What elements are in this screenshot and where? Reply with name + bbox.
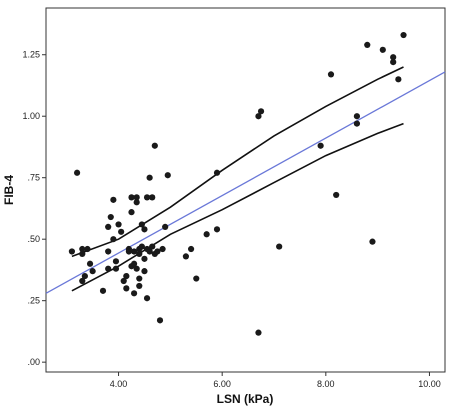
data-point — [395, 76, 402, 83]
data-point — [390, 59, 397, 66]
data-point — [141, 268, 148, 275]
data-point — [115, 221, 122, 228]
data-point — [84, 245, 91, 253]
data-point — [156, 317, 164, 324]
x-tick-label: 6.00 — [213, 379, 231, 389]
data-point — [130, 290, 138, 297]
data-point — [213, 226, 221, 233]
data-point — [136, 250, 143, 258]
data-point — [164, 172, 171, 179]
data-point — [107, 213, 114, 221]
data-point — [133, 199, 140, 206]
data-point — [130, 248, 138, 255]
data-point — [379, 46, 386, 53]
data-point — [105, 248, 112, 255]
x-axis: 4.00 6.00 8.00 10.00 — [110, 372, 441, 389]
x-tick-label: 4.00 — [110, 379, 128, 389]
data-point — [327, 71, 335, 78]
data-point — [138, 243, 145, 250]
data-point — [149, 243, 156, 250]
data-points — [68, 31, 407, 336]
data-point — [154, 248, 161, 255]
y-tick-label: 1.25 — [22, 50, 40, 60]
data-point — [317, 142, 324, 149]
data-point — [112, 258, 120, 265]
data-point — [333, 191, 340, 199]
y-tick-label: .25 — [27, 296, 40, 306]
y-tick-label: .00 — [27, 357, 40, 367]
data-point — [79, 277, 86, 285]
data-point — [193, 275, 200, 282]
data-point — [146, 174, 153, 181]
data-point — [143, 295, 151, 302]
data-point — [123, 272, 130, 280]
data-point — [99, 287, 107, 294]
data-point — [203, 231, 210, 238]
x-tick-label: 10.00 — [418, 379, 441, 389]
data-point — [276, 243, 283, 250]
data-point — [118, 228, 125, 235]
data-point — [123, 285, 130, 292]
data-point — [133, 194, 140, 201]
y-axis-title: FIB-4 — [2, 175, 16, 205]
data-point — [110, 196, 117, 203]
data-point — [182, 253, 190, 260]
data-point — [79, 250, 86, 258]
data-point — [136, 275, 143, 282]
data-point — [120, 277, 127, 285]
y-tick-label: 1.00 — [22, 111, 40, 121]
x-axis-title: LSN (kPa) — [217, 392, 274, 406]
data-point — [136, 282, 143, 290]
plot-area-frame — [45, 7, 446, 373]
data-point — [128, 209, 135, 216]
ci-lower-line — [71, 122, 404, 292]
data-point — [86, 260, 94, 267]
data-point — [138, 221, 145, 228]
data-point — [146, 248, 153, 255]
data-point — [125, 245, 133, 253]
data-point — [130, 260, 138, 267]
data-point — [73, 169, 81, 176]
data-point — [79, 245, 86, 253]
ci-upper-line — [71, 66, 404, 258]
data-point — [105, 265, 112, 272]
data-point — [255, 329, 262, 336]
y-axis: .00 .25 .50 .75 1.00 1.25 — [22, 50, 46, 367]
data-point — [369, 238, 376, 245]
y-tick-label: .50 — [27, 234, 40, 244]
data-point — [159, 245, 166, 253]
fit-line — [45, 71, 446, 294]
data-point — [213, 169, 221, 176]
data-point — [390, 54, 397, 61]
data-point — [128, 194, 135, 201]
data-point — [112, 265, 120, 272]
data-point — [143, 194, 151, 201]
data-point — [81, 272, 88, 280]
data-point — [141, 226, 148, 233]
data-point — [110, 236, 117, 243]
data-point — [400, 31, 407, 39]
data-point — [364, 41, 371, 48]
x-tick-label: 8.00 — [317, 379, 335, 389]
data-point — [353, 113, 361, 120]
data-point — [255, 113, 262, 120]
data-point — [89, 268, 96, 275]
regression-lines — [45, 66, 446, 294]
data-point — [141, 255, 148, 262]
data-point — [105, 223, 112, 230]
data-point — [162, 223, 169, 230]
data-point — [187, 245, 195, 253]
data-point — [353, 120, 361, 127]
data-point — [151, 142, 158, 149]
y-tick-label: .75 — [27, 173, 40, 183]
data-point — [149, 194, 156, 201]
data-point — [68, 248, 76, 255]
data-point — [257, 108, 265, 115]
data-point — [133, 265, 140, 272]
